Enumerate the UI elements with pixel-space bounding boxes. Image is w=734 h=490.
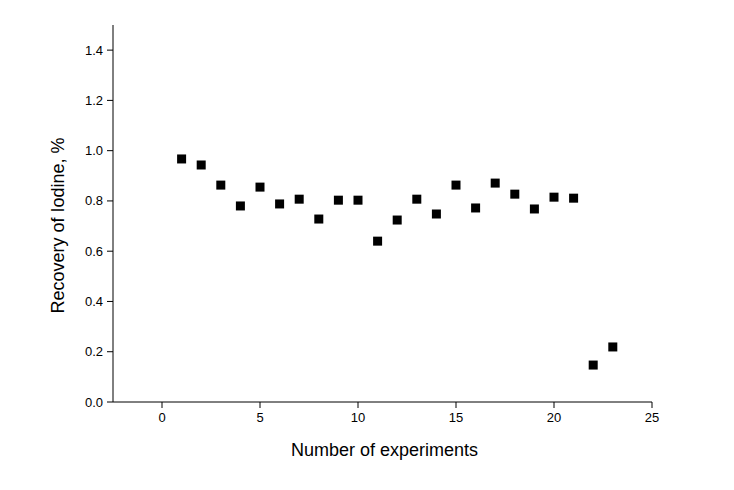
x-tick-label: 0 <box>158 410 165 425</box>
x-tick <box>554 402 555 408</box>
point <box>432 210 441 219</box>
point <box>236 201 245 210</box>
point <box>314 215 323 224</box>
x-tick-label: 5 <box>256 410 263 425</box>
y-tick-label: 1.4 <box>85 43 103 58</box>
y-tick <box>107 50 113 51</box>
x-axis <box>113 402 652 403</box>
y-tick <box>107 200 113 201</box>
point <box>412 195 421 204</box>
point <box>608 342 617 351</box>
y-tick-label: 0.0 <box>85 395 103 410</box>
y-tick <box>107 301 113 302</box>
point <box>491 179 500 188</box>
x-tick <box>456 402 457 408</box>
x-tick-label: 15 <box>449 410 463 425</box>
point <box>589 361 598 370</box>
point <box>510 190 519 199</box>
point <box>354 196 363 205</box>
point <box>373 237 382 246</box>
x-tick <box>358 402 359 408</box>
point <box>295 195 304 204</box>
y-tick <box>107 402 113 403</box>
point <box>177 154 186 163</box>
y-tick-label: 0.6 <box>85 244 103 259</box>
point <box>393 216 402 225</box>
point <box>334 196 343 205</box>
point <box>452 181 461 190</box>
y-tick-label: 0.4 <box>85 294 103 309</box>
x-tick <box>652 402 653 408</box>
x-tick-label: 10 <box>351 410 365 425</box>
chart: 0 5 10 15 20 25 0.0 0.2 0.4 0.6 0.8 1.0 1.2 1.4 Number… <box>0 0 734 490</box>
y-tick-label: 1.2 <box>85 93 103 108</box>
y-tick-label: 1.0 <box>85 143 103 158</box>
point <box>197 160 206 169</box>
y-tick-label: 0.2 <box>85 344 103 359</box>
point <box>550 193 559 202</box>
x-axis-label: Number of experiments <box>291 440 478 460</box>
y-axis <box>113 25 114 402</box>
point <box>530 204 539 213</box>
x-tick <box>260 402 261 408</box>
y-tick-label: 0.8 <box>85 193 103 208</box>
x-tick-label: 25 <box>645 410 659 425</box>
y-tick <box>107 100 113 101</box>
point <box>275 199 284 208</box>
y-tick <box>107 150 113 151</box>
y-tick <box>107 351 113 352</box>
y-tick <box>107 251 113 252</box>
points <box>177 154 617 369</box>
point <box>216 181 225 190</box>
x-tick-label: 20 <box>547 410 561 425</box>
point <box>471 203 480 212</box>
point <box>256 183 265 192</box>
point <box>569 194 578 203</box>
x-tick <box>162 402 163 408</box>
y-axis-label: Recovery of Iodine, % <box>48 137 68 313</box>
